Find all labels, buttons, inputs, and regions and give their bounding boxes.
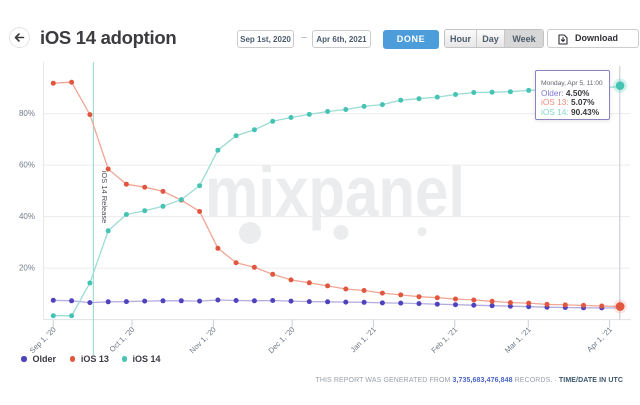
svg-text:40%: 40% [19,212,35,221]
svg-text:Feb 1, '21: Feb 1, '21 [429,325,459,355]
svg-text:Nov 1, '20: Nov 1, '20 [188,325,218,355]
svg-text:Sep 1, '20: Sep 1, '20 [28,325,58,355]
svg-text:iOS 14 Release: iOS 14 Release [100,171,109,224]
svg-text:Dec 1, '20: Dec 1, '20 [266,325,296,355]
svg-text:mixpanel: mixpanel [205,152,465,231]
svg-text:20%: 20% [19,264,35,273]
svg-text:60%: 60% [19,161,35,170]
svg-text:Mar 1, '21: Mar 1, '21 [503,325,533,355]
svg-text:80%: 80% [19,109,35,118]
svg-text:Jan 1, '21: Jan 1, '21 [349,325,378,354]
svg-text:Oct 1, '20: Oct 1, '20 [108,325,137,354]
svg-text:Apr 1, '21: Apr 1, '21 [585,325,614,354]
